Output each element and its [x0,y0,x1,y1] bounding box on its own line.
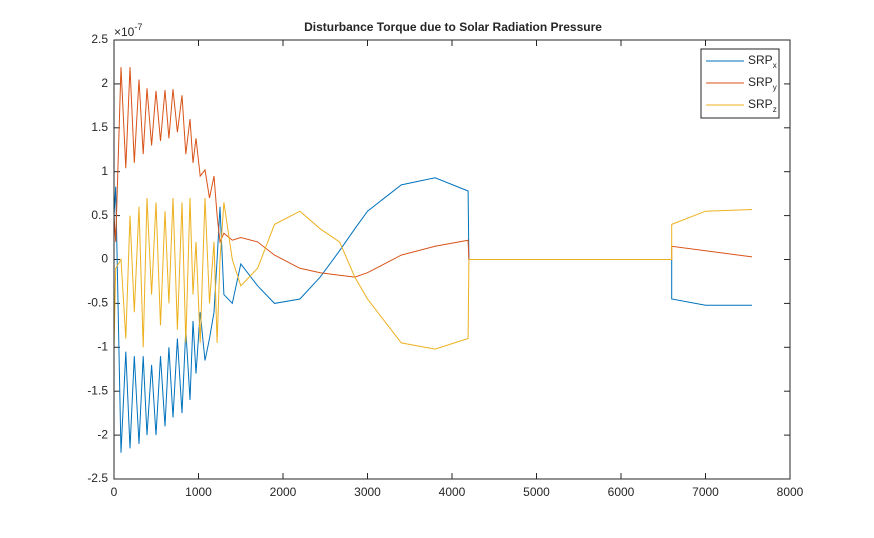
y-tick-label: 2.5 [91,32,108,46]
legend-label: SRPz [748,97,777,114]
legend-subscript: z [773,105,777,114]
legend-subscript: x [773,61,777,70]
y-tick-label: 0 [101,252,108,266]
x-tick-label: 8000 [777,485,804,499]
y-tick-label: 0.5 [91,208,108,222]
series-line [113,197,753,350]
y-tick-label: 2 [101,76,108,90]
series-line [113,67,753,278]
legend-label: SRPy [748,75,777,92]
x-tick-label: 7000 [692,485,719,499]
plot-area [114,40,790,479]
x-tick-label: 1000 [185,485,212,499]
series-line [113,177,752,453]
x-tick-label: 2000 [270,485,297,499]
legend-name: SRP [748,53,773,67]
multiplier-base: ×10 [114,25,135,39]
x-tick-label: 6000 [608,485,635,499]
chart-title: Disturbance Torque due to Solar Radiatio… [304,20,602,34]
legend-name: SRP [748,75,773,89]
y-tick-label: 1 [101,164,108,178]
legend-name: SRP [748,97,773,111]
y-tick-label: 1.5 [91,120,108,134]
axes-box [113,39,791,480]
y-tick-label: -0.5 [87,296,108,310]
legend-label: SRPx [748,53,777,70]
x-tick-label: 4000 [439,485,466,499]
y-tick-label: -2.5 [87,471,108,485]
x-tick-label: 0 [111,485,118,499]
y-multiplier: ×10-7 [114,22,142,39]
x-tick-label: 3000 [354,485,381,499]
x-tick-label: 5000 [523,485,550,499]
multiplier-exponent: -7 [134,22,142,32]
y-tick-label: -1 [97,339,108,353]
legend-subscript: y [773,83,777,92]
y-tick-label: -1.5 [87,383,108,397]
y-tick-label: -2 [97,427,108,441]
